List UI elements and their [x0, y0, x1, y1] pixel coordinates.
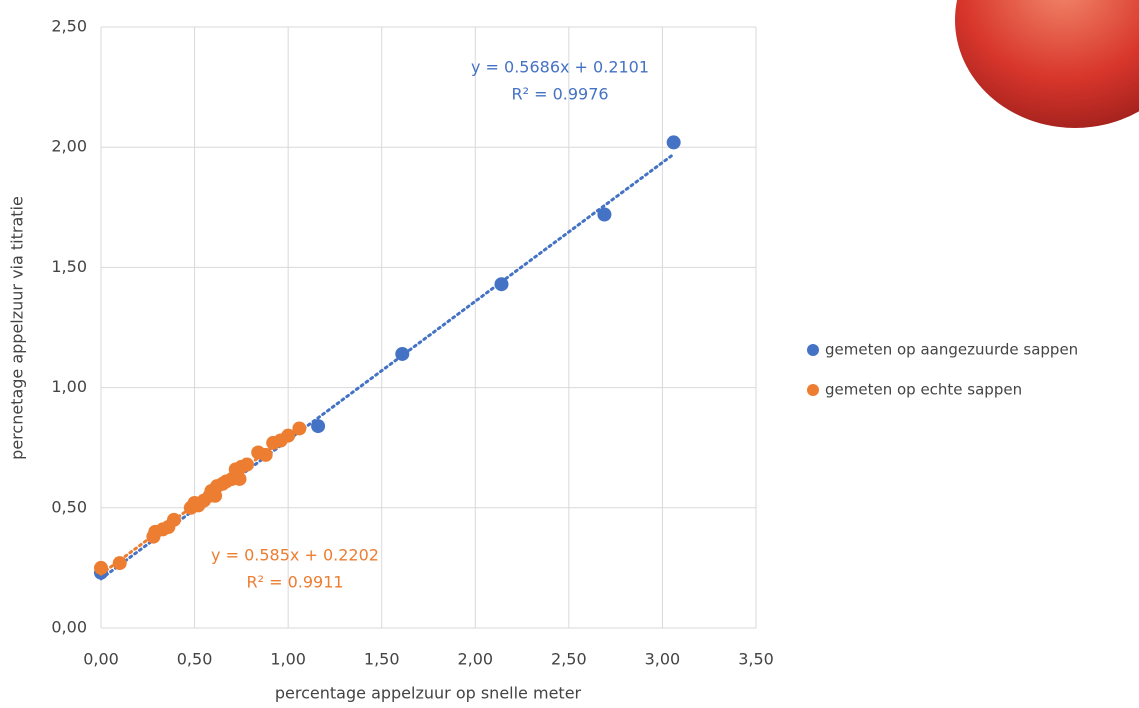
data-point [259, 448, 273, 462]
x-tick-label: 3,00 [645, 650, 681, 669]
x-axis-label: percentage appelzuur op snelle meter [275, 684, 582, 703]
data-point [113, 556, 127, 570]
x-tick-label: 2,50 [551, 650, 587, 669]
y-tick-label: 2,00 [51, 137, 87, 156]
x-tick-label: 3,50 [738, 650, 774, 669]
trendline [101, 154, 674, 579]
y-tick-label: 0,50 [51, 497, 87, 516]
page: percentage appelzuur op snelle meter per… [0, 0, 1139, 708]
data-point [311, 419, 325, 433]
y-tick-label: 2,50 [51, 17, 87, 36]
x-tick-label: 0,50 [177, 650, 213, 669]
data-point [292, 421, 306, 435]
data-point [240, 458, 254, 472]
data-point [494, 277, 508, 291]
y-tick-label: 1,00 [51, 377, 87, 396]
legend-label: gemeten op aangezuurde sappen [825, 341, 1078, 359]
data-point [167, 513, 181, 527]
apple-image [955, 0, 1139, 128]
data-point [232, 472, 246, 486]
chart: percentage appelzuur op snelle meter per… [0, 0, 1139, 708]
x-tick-label: 0,00 [83, 650, 119, 669]
data-point [667, 135, 681, 149]
trendline-equation: y = 0.5686x + 0.2101 [471, 58, 649, 77]
legend-label: gemeten op echte sappen [825, 381, 1022, 399]
trendline-equation: y = 0.585x + 0.2202 [211, 546, 379, 565]
r-squared: R² = 0.9911 [246, 573, 343, 592]
x-tick-label: 2,00 [457, 650, 493, 669]
y-axis-label: percnetage appelzuur via titratie [8, 196, 27, 460]
legend-marker [807, 384, 819, 396]
y-tick-label: 0,00 [51, 618, 87, 637]
r-squared: R² = 0.9976 [511, 85, 608, 104]
data-point [395, 347, 409, 361]
plot-area [94, 27, 756, 628]
x-tick-label: 1,50 [364, 650, 400, 669]
x-tick-label: 1,00 [270, 650, 306, 669]
data-point [94, 561, 108, 575]
data-point [597, 208, 611, 222]
legend-marker [807, 344, 819, 356]
y-tick-label: 1,50 [51, 257, 87, 276]
